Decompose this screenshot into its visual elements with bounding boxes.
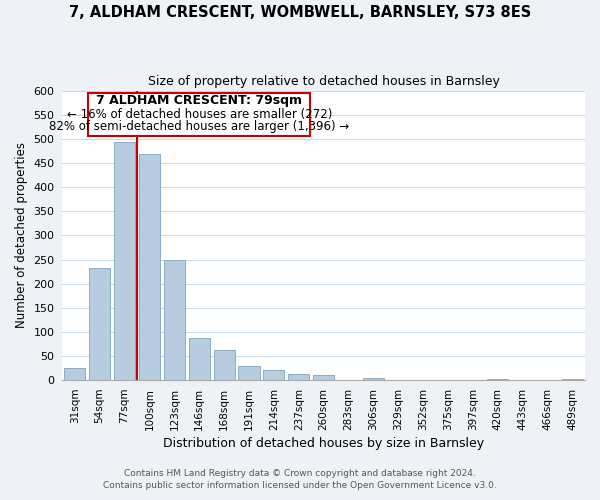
Bar xyxy=(164,260,185,380)
Title: Size of property relative to detached houses in Barnsley: Size of property relative to detached ho… xyxy=(148,75,500,88)
Bar xyxy=(214,350,235,380)
Bar xyxy=(562,379,583,380)
FancyBboxPatch shape xyxy=(88,93,310,136)
Text: 7 ALDHAM CRESCENT: 79sqm: 7 ALDHAM CRESCENT: 79sqm xyxy=(96,94,302,107)
Bar xyxy=(89,268,110,380)
Bar xyxy=(188,338,210,380)
Bar xyxy=(313,376,334,380)
Y-axis label: Number of detached properties: Number of detached properties xyxy=(15,142,28,328)
Bar xyxy=(238,366,260,380)
Bar xyxy=(64,368,85,380)
Bar xyxy=(139,154,160,380)
Bar xyxy=(363,378,384,380)
Text: 82% of semi-detached houses are larger (1,396) →: 82% of semi-detached houses are larger (… xyxy=(49,120,349,133)
Text: ← 16% of detached houses are smaller (272): ← 16% of detached houses are smaller (27… xyxy=(67,108,332,120)
Bar xyxy=(288,374,310,380)
Bar xyxy=(487,379,508,380)
Text: 7, ALDHAM CRESCENT, WOMBWELL, BARNSLEY, S73 8ES: 7, ALDHAM CRESCENT, WOMBWELL, BARNSLEY, … xyxy=(69,5,531,20)
Text: Contains HM Land Registry data © Crown copyright and database right 2024.
Contai: Contains HM Land Registry data © Crown c… xyxy=(103,468,497,490)
Bar xyxy=(263,370,284,380)
X-axis label: Distribution of detached houses by size in Barnsley: Distribution of detached houses by size … xyxy=(163,437,484,450)
Bar xyxy=(114,142,135,380)
